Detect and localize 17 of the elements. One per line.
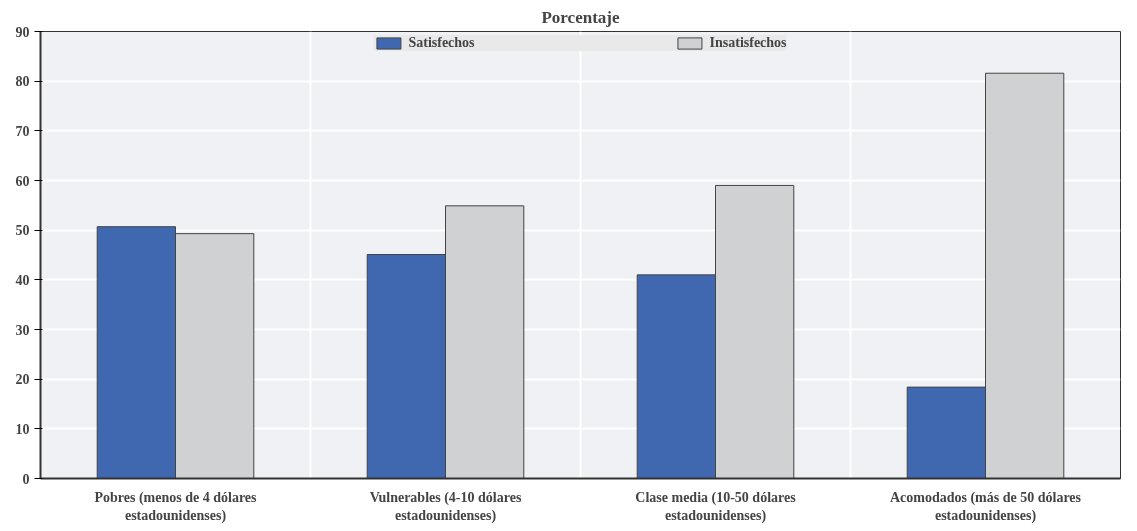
y-tick-label: 50	[15, 223, 30, 239]
y-tick-label: 10	[15, 421, 30, 437]
x-tick-label: Acomodados (más de 50 dólares estadounidenses)	[889, 489, 1082, 524]
y-tick-label: 70	[15, 123, 30, 139]
y-tick-label: 60	[15, 173, 30, 189]
legend-label: Satisfechos	[408, 35, 475, 51]
chart-title: Porcentaje	[541, 7, 620, 27]
x-tick-label: Vulnerables (4-10 dólares estadounidenses)	[369, 489, 522, 524]
y-tick-label: 80	[15, 74, 30, 90]
y-tick-label: 20	[15, 372, 30, 388]
y-tick-label: 30	[15, 322, 30, 338]
x-tick-label: Pobres (menos de 4 dólares estadounidenses)	[94, 489, 258, 524]
y-tick-label: 40	[15, 272, 30, 288]
x-tick-label: Clase media (10-50 dólares estadounidenses)	[635, 489, 797, 524]
y-tick-label: 0	[22, 471, 30, 487]
legend-label: Insatisfechos	[709, 35, 787, 51]
y-tick-label: 90	[15, 24, 30, 40]
